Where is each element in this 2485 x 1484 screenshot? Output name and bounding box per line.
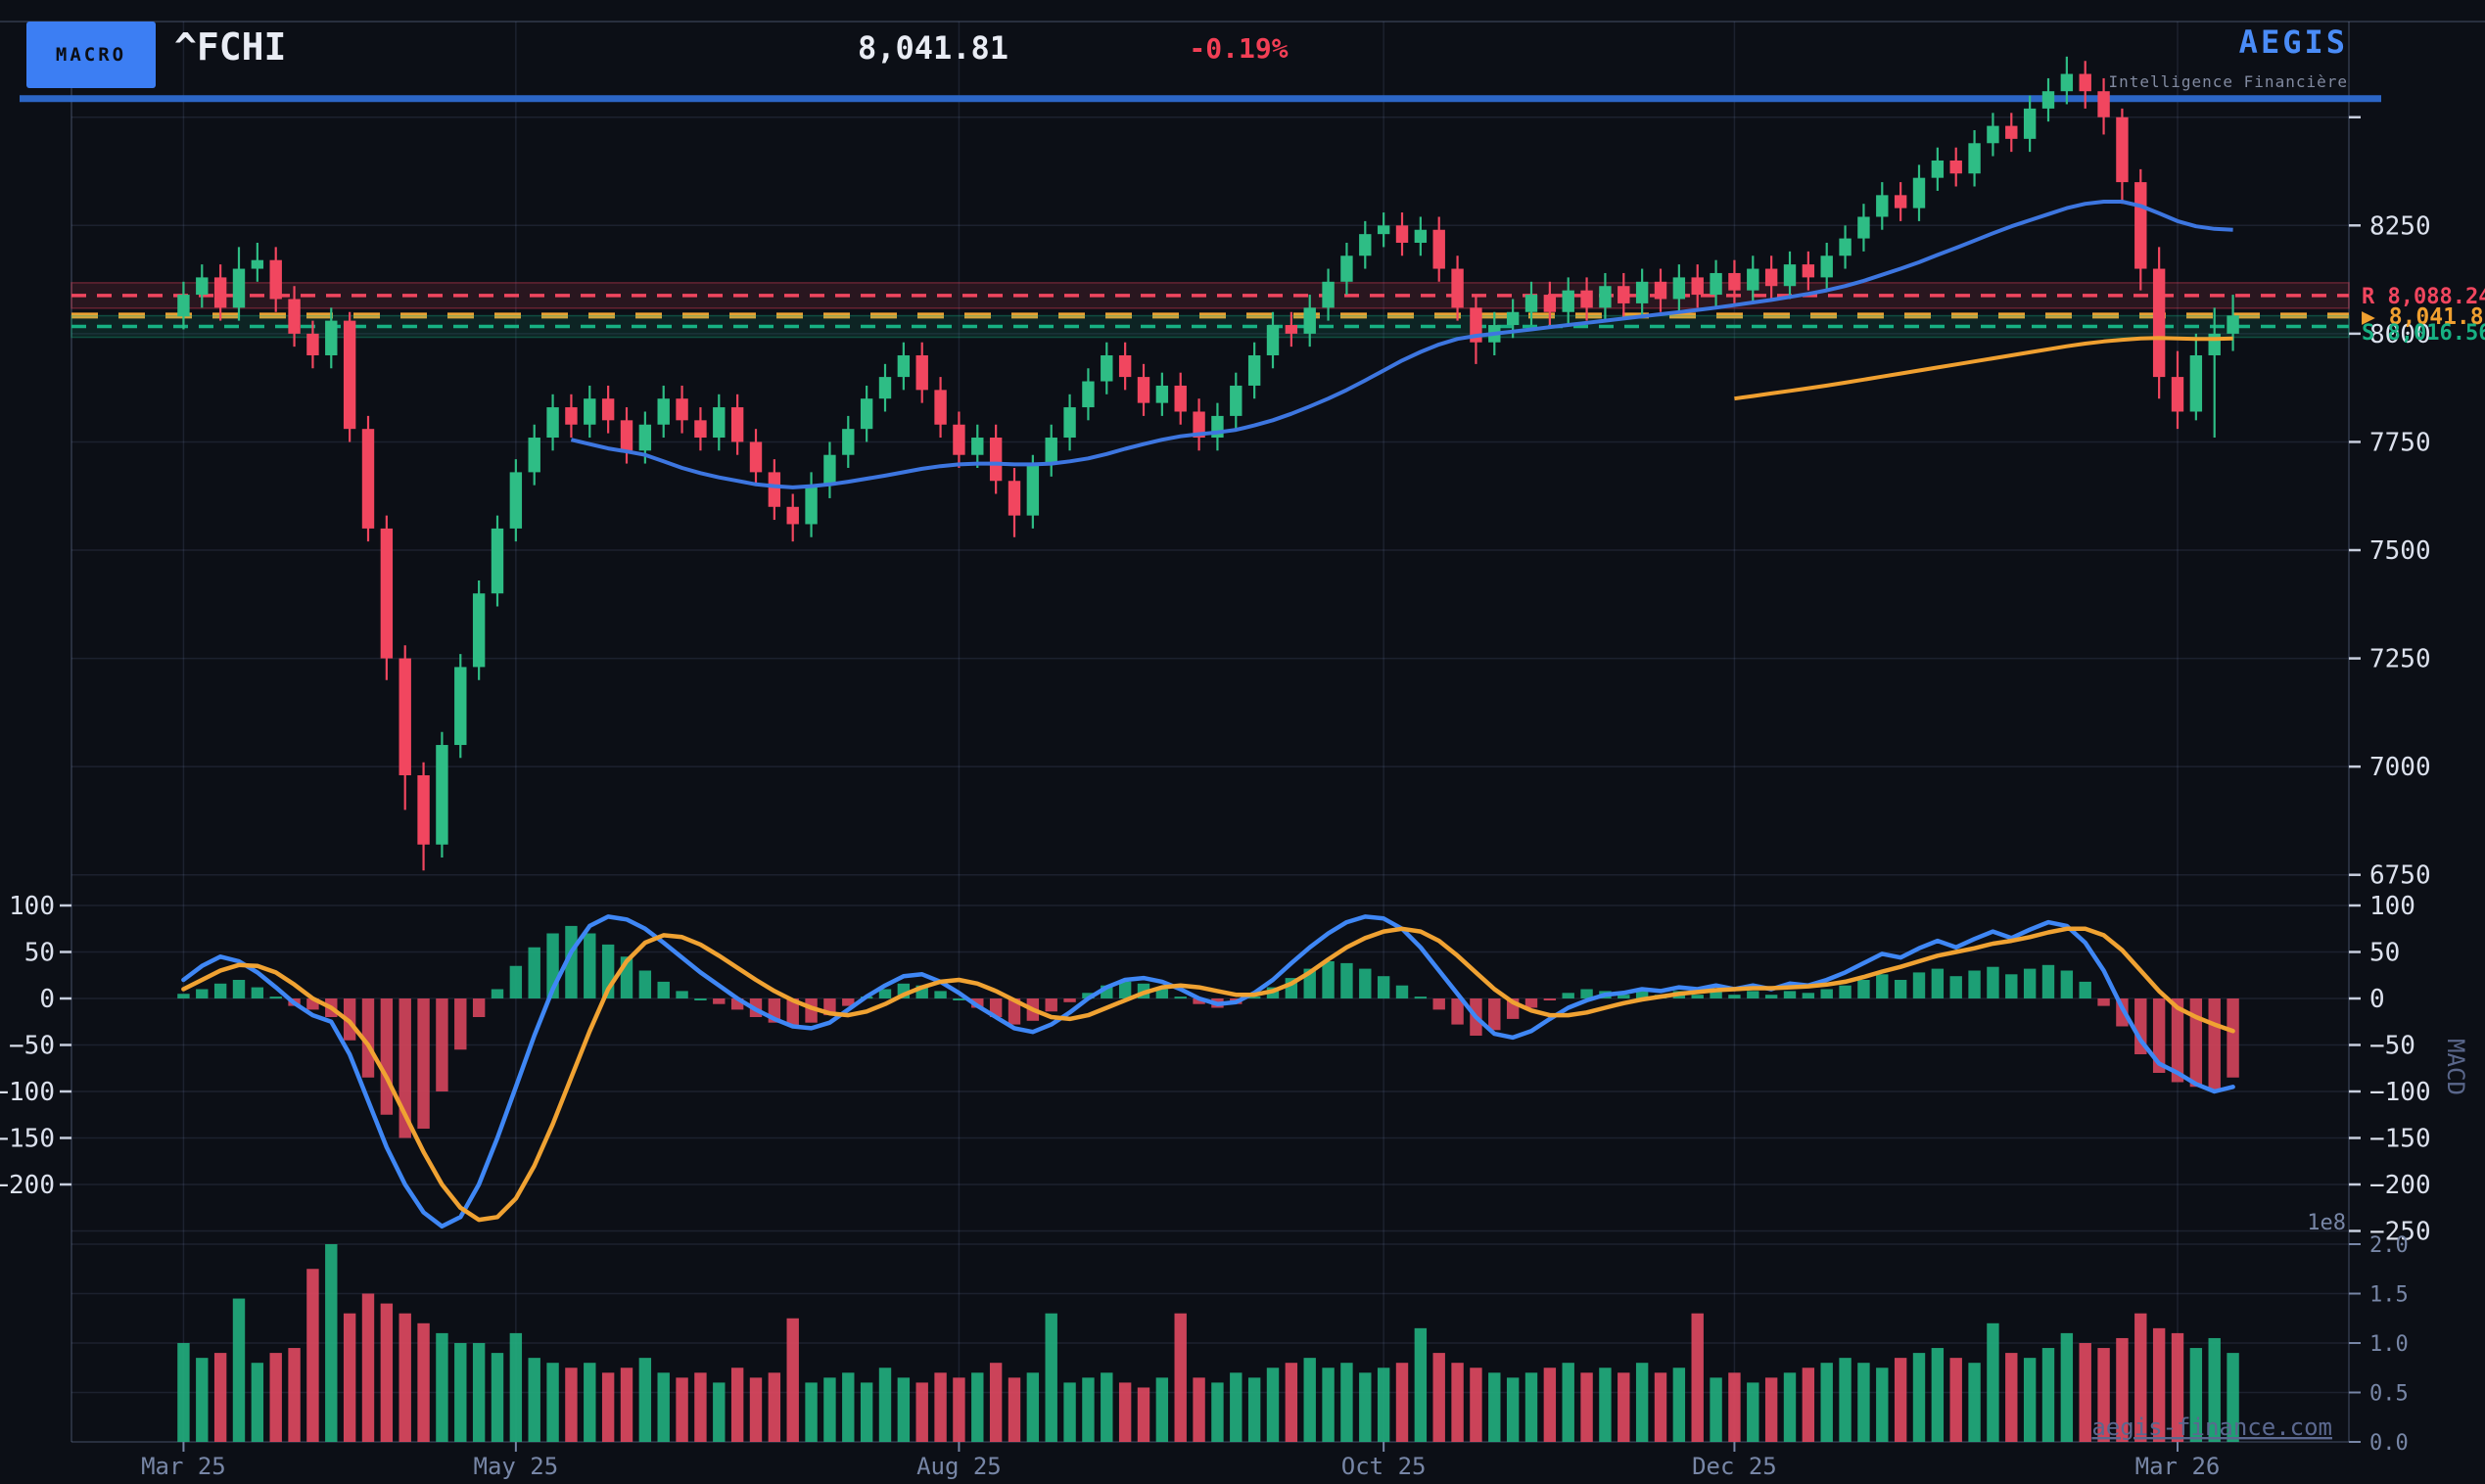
svg-text:6750: 6750 — [2369, 861, 2431, 891]
change-percent: -0.19% — [1189, 32, 1289, 65]
brand-logo: AEGIS — [2238, 23, 2348, 61]
symbol-title: ^FCHI — [174, 25, 287, 69]
candlesticks — [177, 56, 2239, 871]
svg-text:−200: −200 — [2369, 1171, 2431, 1200]
svg-text:7000: 7000 — [2369, 753, 2431, 782]
plot-frame — [0, 21, 2485, 1443]
svg-text:0: 0 — [39, 985, 55, 1014]
svg-text:S 8,016.56: S 8,016.56 — [2362, 321, 2485, 346]
svg-text:Mar 26: Mar 26 — [2135, 1453, 2221, 1480]
svg-text:−100: −100 — [0, 1078, 55, 1107]
svg-text:7250: 7250 — [2369, 645, 2431, 674]
svg-text:Dec 25: Dec 25 — [1692, 1453, 1777, 1480]
svg-text:−150: −150 — [2369, 1125, 2431, 1154]
svg-text:1e8: 1e8 — [2307, 1211, 2346, 1235]
macd-signal-line — [181, 926, 2235, 1223]
svg-text:1.0: 1.0 — [2369, 1332, 2409, 1357]
svg-text:May 25: May 25 — [474, 1453, 559, 1480]
macro-button-label: MACRO — [55, 44, 127, 66]
svg-text:2.0: 2.0 — [2369, 1233, 2409, 1258]
ma-slow-line — [1734, 336, 2233, 401]
price-levels — [70, 282, 2350, 339]
svg-text:0: 0 — [2369, 985, 2385, 1014]
price-axis: 8250 8000 7750 7500 7250 7000 6750 — [2349, 116, 2431, 891]
svg-text:0.5: 0.5 — [2369, 1382, 2409, 1407]
svg-text:−100: −100 — [2369, 1078, 2431, 1107]
macro-button[interactable]: MACRO — [26, 22, 156, 88]
svg-text:1.5: 1.5 — [2369, 1283, 2409, 1308]
svg-text:Oct 25: Oct 25 — [1341, 1453, 1427, 1480]
date-axis: Mar 25 May 25 Aug 25 Oct 25 Dec 25 Mar 26 — [141, 1442, 2220, 1480]
last-price-value: 8,041.81 — [857, 29, 1009, 67]
svg-text:▶ 8,041.81: ▶ 8,041.81 — [2362, 304, 2485, 330]
svg-text:−50: −50 — [9, 1032, 55, 1061]
svg-text:MACD: MACD — [2442, 1039, 2469, 1095]
level-labels: R 8,088.24▶ 8,041.81S 8,016.56 — [2362, 285, 2485, 346]
svg-text:Mar 25: Mar 25 — [141, 1453, 226, 1480]
svg-text:8000: 8000 — [2369, 320, 2431, 349]
svg-text:50: 50 — [24, 939, 55, 968]
macd-line — [181, 914, 2235, 1229]
macd-axis: 100 50 0 −50 −100 −150 −200 −250 100 50 0 −50 −100 −1… — [0, 892, 2469, 1247]
svg-text:−250: −250 — [2369, 1218, 2431, 1247]
watermark-link[interactable]: aegis-finance.com — [2091, 1414, 2332, 1441]
svg-text:−150: −150 — [0, 1125, 55, 1154]
svg-text:100: 100 — [2369, 892, 2415, 921]
svg-text:R 8,088.24: R 8,088.24 — [2362, 285, 2485, 309]
svg-text:50: 50 — [2369, 939, 2400, 968]
svg-text:8250: 8250 — [2369, 211, 2431, 241]
volume-axis: 2.0 1.5 1.0 0.5 0.0 1e8 — [2307, 1211, 2409, 1456]
gridlines — [71, 22, 2349, 1442]
svg-text:7750: 7750 — [2369, 428, 2431, 457]
svg-text:7500: 7500 — [2369, 536, 2431, 566]
svg-text:−50: −50 — [2369, 1032, 2415, 1061]
volume-bars — [177, 1244, 2239, 1442]
ma-fast-line — [570, 200, 2233, 489]
svg-text:−200: −200 — [0, 1171, 55, 1200]
svg-text:0.0: 0.0 — [2369, 1431, 2409, 1456]
svg-text:Aug 25: Aug 25 — [916, 1453, 1002, 1480]
support-band — [71, 315, 2349, 338]
brand-subtitle: Intelligence Financière — [2108, 72, 2348, 91]
svg-text:100: 100 — [9, 892, 55, 921]
